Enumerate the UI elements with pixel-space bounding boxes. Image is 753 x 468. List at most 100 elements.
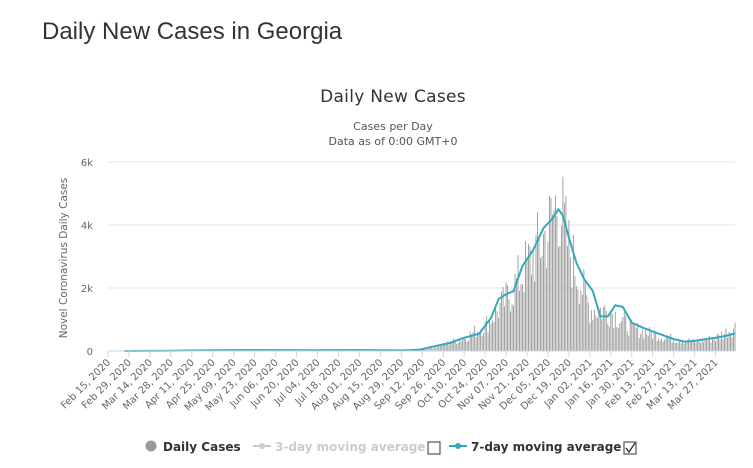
legend-item-seven-day-average[interactable]: 7-day moving average [449,440,621,454]
daily-case-bar [492,320,494,351]
daily-case-bar [584,282,586,351]
daily-case-bar [507,284,508,351]
legend-item-three-day-average[interactable]: 3-day moving average [253,440,425,454]
daily-case-bar [565,195,567,351]
daily-case-bar [481,335,483,351]
daily-case-bar [568,220,570,351]
y-axis-ticks: 0 2k 4k 6k [81,158,93,358]
daily-case-bar [671,342,673,351]
seven-day-average-line[interactable] [124,207,736,352]
three-day-average-checkbox[interactable] [427,441,441,455]
daily-case-bar [430,347,432,351]
daily-case-bar [519,290,520,351]
daily-case-bar [683,343,685,351]
daily-case-bar [659,340,661,351]
daily-case-bar [653,332,655,351]
daily-case-bar [514,273,516,351]
daily-case-bar [450,343,452,351]
daily-case-bar [477,331,479,351]
daily-case-bar [635,328,637,351]
daily-case-bar [674,343,676,351]
daily-case-bar [547,242,549,351]
daily-case-bar [644,330,646,351]
daily-case-bar [453,338,455,351]
daily-case-bar [580,290,582,351]
daily-case-bar [516,278,517,351]
daily-case-bar [501,291,503,351]
daily-case-bar [680,343,682,351]
daily-case-bar [586,295,588,351]
daily-case-bar [566,245,568,351]
daily-case-bar [457,342,459,351]
daily-case-bar [616,327,618,351]
daily-case-bar [679,341,681,351]
daily-case-bar [531,274,532,351]
daily-case-bar [472,332,474,351]
daily-case-bar [442,342,444,351]
daily-case-bar [686,342,688,351]
daily-case-bar [502,287,504,351]
daily-case-bar [718,334,719,351]
daily-case-bar [622,317,624,351]
daily-case-bar [604,305,606,351]
daily-case-bar [520,284,522,351]
daily-case-bar [710,342,712,351]
daily-case-bar [640,333,642,351]
daily-cases-bars[interactable] [125,176,736,351]
daily-case-bar [599,307,601,351]
daily-case-bar [432,348,434,351]
daily-case-bar [706,340,708,351]
daily-case-bar [538,237,540,351]
daily-case-bar [441,346,443,351]
daily-case-bar [475,337,477,351]
daily-case-bar [734,322,736,351]
daily-case-bar [468,340,470,351]
daily-case-bar [695,342,697,351]
daily-case-bar [571,287,573,351]
daily-case-bar [463,338,465,351]
daily-case-bar [505,282,507,351]
y-tick-label: 0 [87,347,93,358]
daily-case-bar [704,339,706,351]
daily-case-bar [532,249,534,351]
daily-case-bar [646,334,648,351]
daily-case-bar [638,338,640,351]
daily-case-bar [697,339,699,351]
daily-case-bar [493,322,495,351]
legend-label-three-day-average: 3-day moving average [275,440,425,454]
daily-case-bar [631,319,633,351]
daily-case-bar [504,306,506,351]
seven-day-average-checkbox[interactable] [623,441,637,455]
daily-case-bar [427,349,429,351]
daily-case-bar [510,311,511,351]
y-tick-label: 2k [81,284,93,295]
daily-case-bar [707,339,709,351]
seven-day-dot-swatch-icon [455,443,461,449]
daily-case-bar [424,348,426,351]
daily-case-bar [556,216,558,351]
legend-item-daily-cases[interactable]: Daily Cases [145,440,241,454]
daily-case-bar [596,317,598,351]
daily-case-bar [731,337,733,351]
daily-case-bar [540,257,541,351]
daily-case-bar [652,338,654,351]
daily-case-bar [667,337,669,351]
daily-case-bar [629,320,631,351]
daily-case-bar [466,341,468,351]
daily-case-bar [551,214,553,351]
daily-case-bar [546,268,547,351]
daily-case-bar [438,346,440,351]
daily-case-bar [719,339,721,351]
daily-case-bar [553,209,555,351]
daily-case-bar [550,197,552,351]
daily-case-bar [589,323,591,351]
grid-lines [108,161,735,289]
daily-case-bar [649,326,651,351]
legend-label-seven-day-average: 7-day moving average [471,440,621,454]
daily-case-bar [662,341,664,351]
daily-case-bar [677,342,679,351]
daily-case-bar [650,332,652,351]
daily-case-bar [578,303,580,351]
daily-case-bar [541,255,543,351]
seven-day-average-path [124,207,736,352]
